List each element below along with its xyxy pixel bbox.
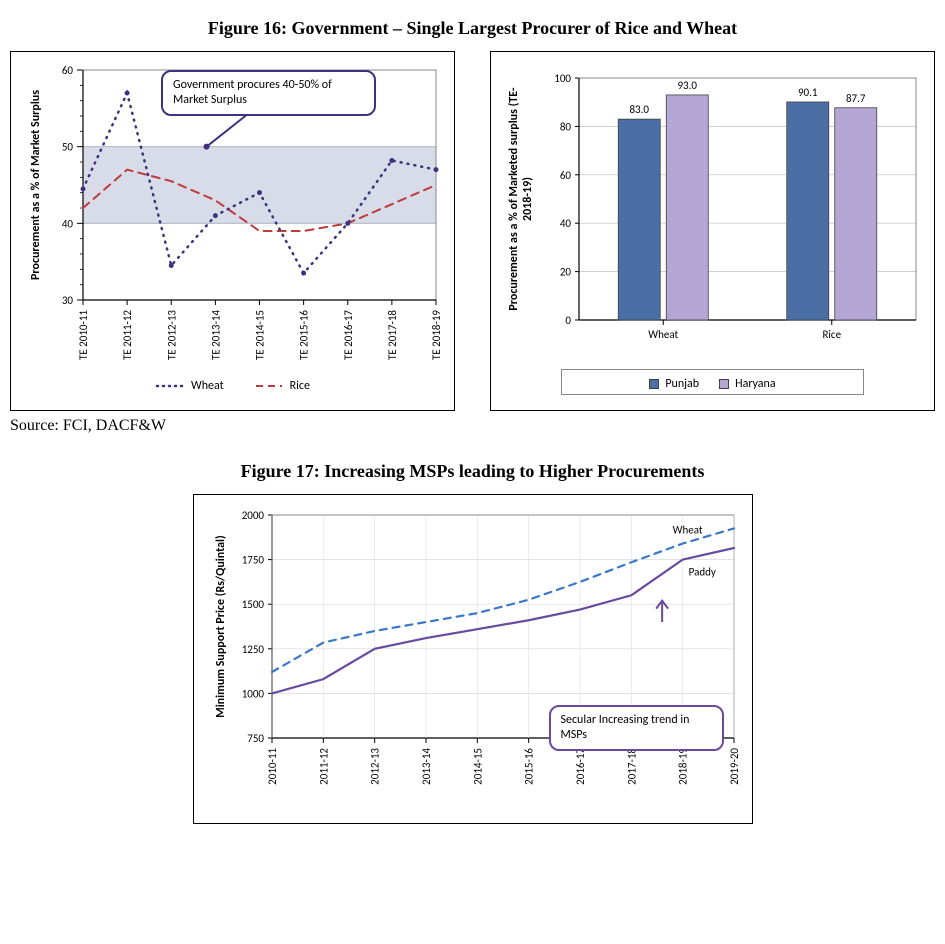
svg-text:20: 20 [560, 266, 572, 279]
figure16-row: 30 40 50 60 TE 2010-11 TE 2011-12 TE 2012-13 TE… [10, 51, 935, 411]
svg-text:2016-17: 2016-17 [574, 748, 587, 785]
svg-text:40: 40 [62, 217, 74, 230]
fig16-callout: Government procures 40-50% of Market Sur… [161, 70, 376, 116]
fig16-callout-text: Government procures 40-50% of Market Sur… [173, 78, 332, 107]
svg-text:60: 60 [62, 64, 74, 77]
haryana-swatch [719, 379, 729, 389]
svg-text:750: 750 [247, 732, 264, 745]
svg-text:1500: 1500 [241, 598, 264, 611]
svg-text:83.0: 83.0 [629, 103, 649, 116]
svg-text:93.0: 93.0 [677, 79, 697, 92]
fig16-bar-svg: 0 20 40 60 80 100 Procurement as a % of Market… [501, 60, 926, 360]
fig17-svg: 750 1000 1250 1500 1750 2000 Minimum Support P… [204, 503, 744, 813]
legend-punjab: Punjab [649, 377, 699, 391]
svg-text:2000: 2000 [241, 509, 264, 522]
svg-text:87.7: 87.7 [846, 92, 866, 105]
fig17-panel: 750 1000 1250 1500 1750 2000 Minimum Support P… [193, 494, 753, 824]
svg-text:Paddy: Paddy [688, 566, 715, 579]
legend-haryana: Haryana [719, 377, 776, 391]
svg-text:Rice: Rice [822, 328, 841, 341]
svg-text:Procurement as a % of Market S: Procurement as a % of Market Surplus [29, 90, 43, 280]
figure16-title: Figure 16: Government – Single Largest P… [10, 18, 935, 39]
svg-text:Minimum Support Price (Rs/Quin: Minimum Support Price (Rs/Quintal) [214, 535, 228, 718]
svg-text:60: 60 [560, 169, 572, 182]
fig16-bar-legend-box: Punjab Haryana [561, 369, 864, 395]
svg-text:2013-14: 2013-14 [420, 748, 433, 785]
legend-rice: Rice [254, 379, 310, 393]
svg-text:2014-15: 2014-15 [471, 748, 484, 785]
svg-text:Wheat: Wheat [672, 524, 702, 537]
svg-text:TE 2010-11: TE 2010-11 [77, 310, 90, 360]
legend-wheat: Wheat [155, 379, 224, 393]
fig17-callout-text: Secular Increasing trend in MSPs [561, 713, 690, 742]
svg-text:90.1: 90.1 [798, 86, 818, 99]
figure17-title: Figure 17: Increasing MSPs leading to Hi… [10, 461, 935, 482]
svg-text:2010-11: 2010-11 [266, 748, 279, 785]
svg-text:1750: 1750 [241, 554, 264, 567]
fig16-bar-legend: Punjab Haryana [562, 377, 863, 391]
figure16-source: Source: FCI, DACF&W [10, 417, 935, 435]
legend-punjab-label: Punjab [665, 377, 699, 391]
rice-legend-swatch [254, 381, 284, 391]
fig16-bar-panel: 0 20 40 60 80 100 Procurement as a % of Market… [490, 51, 935, 411]
svg-text:2015-16: 2015-16 [522, 748, 535, 785]
svg-text:1250: 1250 [241, 643, 264, 656]
svg-text:TE 2018-19: TE 2018-19 [430, 310, 443, 360]
svg-text:TE 2011-12: TE 2011-12 [121, 310, 134, 360]
svg-text:2011-12: 2011-12 [317, 748, 330, 785]
svg-text:0: 0 [565, 314, 571, 327]
svg-text:Wheat: Wheat [648, 328, 678, 341]
legend-rice-label: Rice [290, 379, 310, 393]
svg-text:TE 2014-15: TE 2014-15 [254, 310, 267, 360]
svg-text:TE 2016-17: TE 2016-17 [342, 310, 355, 360]
punjab-swatch [649, 379, 659, 389]
svg-text:Procurement as a % of Marketed: Procurement as a % of Marketed surplus (… [507, 87, 535, 310]
svg-text:1000: 1000 [241, 687, 264, 700]
svg-text:TE 2015-16: TE 2015-16 [298, 310, 311, 360]
fig16-line-legend: Wheat Rice [21, 379, 444, 393]
svg-text:2019-20: 2019-20 [728, 748, 741, 785]
svg-text:30: 30 [62, 294, 74, 307]
svg-text:TE 2017-18: TE 2017-18 [386, 310, 399, 360]
wheat-legend-swatch [155, 381, 185, 391]
svg-text:2017-18: 2017-18 [625, 748, 638, 785]
legend-haryana-label: Haryana [735, 377, 776, 391]
fig16-line-panel: 30 40 50 60 TE 2010-11 TE 2011-12 TE 2012-13 TE… [10, 51, 455, 411]
legend-wheat-label: Wheat [191, 379, 224, 393]
svg-text:TE 2012-13: TE 2012-13 [165, 310, 178, 360]
svg-text:2012-13: 2012-13 [368, 748, 381, 785]
svg-text:2018-19: 2018-19 [676, 748, 689, 785]
svg-text:50: 50 [62, 141, 74, 154]
fig17-callout: Secular Increasing trend in MSPs [549, 705, 724, 751]
svg-text:TE 2013-14: TE 2013-14 [209, 310, 222, 360]
svg-text:80: 80 [560, 120, 572, 133]
svg-text:100: 100 [554, 72, 571, 85]
svg-text:40: 40 [560, 217, 572, 230]
